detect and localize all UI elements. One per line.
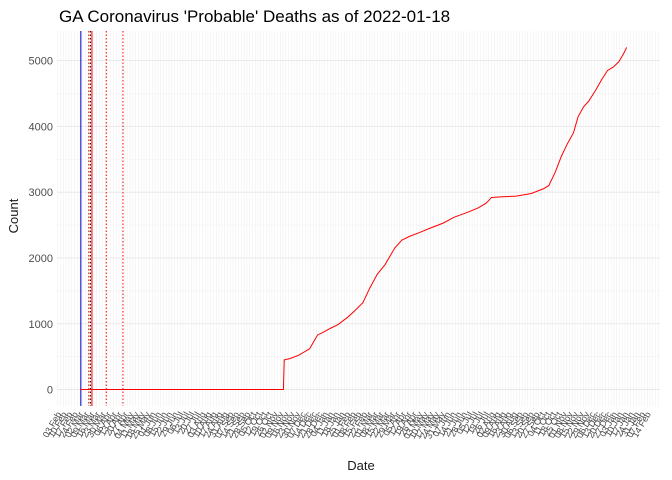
reference-lines	[80, 31, 124, 406]
series-layer	[80, 47, 628, 391]
y-tick-label: 0	[47, 385, 53, 397]
series-line	[80, 47, 628, 391]
grid	[57, 31, 660, 406]
y-axis: 0 1000 2000 3000 4000 5000	[29, 56, 53, 397]
y-tick-label: 4000	[29, 121, 53, 133]
chart-title: GA Coronavirus 'Probable' Deaths as of 2…	[59, 7, 450, 26]
y-axis-title: Count	[6, 198, 21, 233]
x-axis-title: Date	[347, 458, 374, 473]
y-tick-label: 2000	[29, 253, 53, 265]
y-tick-label: 5000	[29, 56, 53, 68]
y-tick-label: 1000	[29, 319, 53, 331]
y-tick-label: 3000	[29, 187, 53, 199]
